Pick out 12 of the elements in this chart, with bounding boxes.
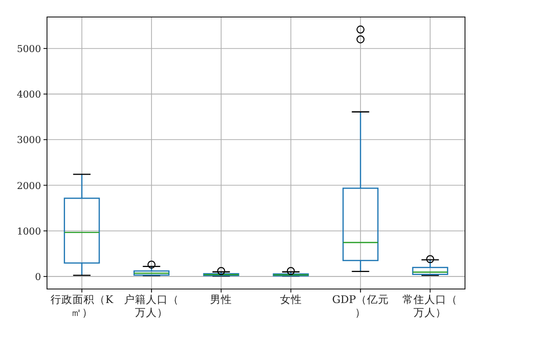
x-tick-label: 户籍人口（万人） — [124, 293, 179, 319]
x-tick-label: 女性 — [280, 294, 302, 306]
x-tick-label: 行政面积（K㎡） — [50, 294, 114, 319]
y-tick-label: 0 — [34, 272, 41, 283]
y-tick-label: 1000 — [16, 226, 41, 238]
y-tick-label: 4000 — [16, 90, 41, 101]
x-tick-label: 男性 — [210, 294, 232, 306]
y-tick-label: 2000 — [16, 180, 41, 192]
x-tick-label: GDP（亿元） — [332, 294, 389, 319]
y-tick-label: 3000 — [16, 135, 41, 146]
x-tick-label: 常住人口（万人） — [402, 293, 458, 319]
y-tick-label: 5000 — [16, 44, 41, 55]
